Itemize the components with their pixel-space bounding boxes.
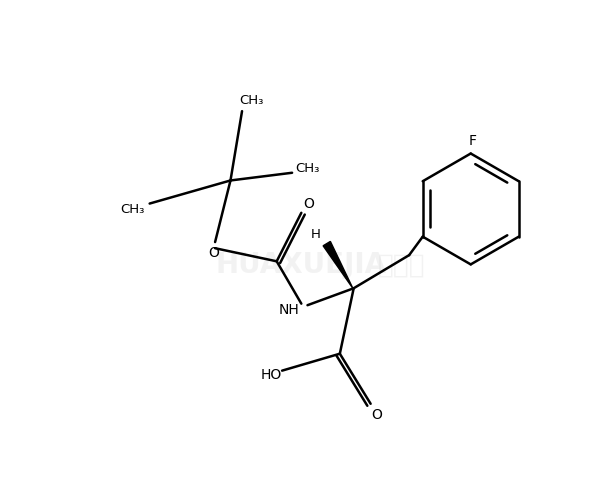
Text: O: O <box>371 408 382 421</box>
Text: HUAXUEJIA: HUAXUEJIA <box>216 251 387 279</box>
Text: F: F <box>468 134 476 148</box>
Text: HO: HO <box>261 368 282 382</box>
Text: 化学加: 化学加 <box>378 252 425 278</box>
Text: CH₃: CH₃ <box>296 162 319 174</box>
Text: CH₃: CH₃ <box>239 94 264 107</box>
Text: H: H <box>311 228 321 241</box>
Text: CH₃: CH₃ <box>121 203 145 216</box>
Text: NH: NH <box>278 303 299 317</box>
Text: O: O <box>304 196 315 211</box>
Text: O: O <box>208 246 219 260</box>
Polygon shape <box>323 242 353 289</box>
